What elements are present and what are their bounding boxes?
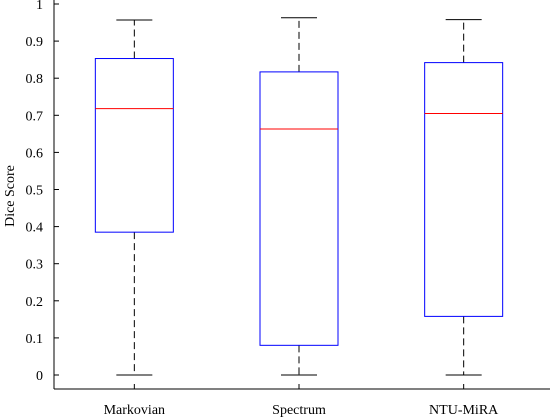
y-tick-label: 0.9: [26, 35, 44, 50]
x-axis-labels: Markovian Spectrum NTU-MiRA: [104, 384, 499, 418]
y-tick-label: 0.6: [26, 146, 44, 161]
box-spectrum: [259, 17, 339, 376]
y-axis-title: Dice Score: [3, 165, 18, 227]
y-tick-label: 0.2: [26, 295, 44, 310]
box-ntu-mira: [424, 19, 504, 376]
iqr-box: [259, 71, 339, 346]
box-markovian: [94, 19, 174, 376]
y-tick-label: 0.1: [26, 332, 44, 347]
y-axis-ticks: 0 0.1 0.2 0.3 0.4 0.5 0.6 0.7 0.8 0.9 1: [26, 0, 59, 384]
y-tick-label: 0.7: [26, 109, 44, 124]
y-tick-label: 0.8: [26, 72, 44, 87]
y-tick-label: 0.3: [26, 258, 44, 273]
x-tick-label: Spectrum: [272, 403, 326, 418]
x-tick-label: NTU-MiRA: [429, 403, 499, 418]
boxes: [94, 17, 504, 376]
y-tick-label: 0.5: [26, 184, 44, 199]
axes: [53, 0, 550, 390]
iqr-box: [424, 62, 504, 317]
y-tick-label: 0.4: [26, 221, 44, 236]
y-tick-label: 1: [36, 0, 43, 13]
y-tick-label: 0: [36, 369, 43, 384]
iqr-box: [94, 58, 174, 233]
x-tick-label: Markovian: [104, 403, 165, 418]
